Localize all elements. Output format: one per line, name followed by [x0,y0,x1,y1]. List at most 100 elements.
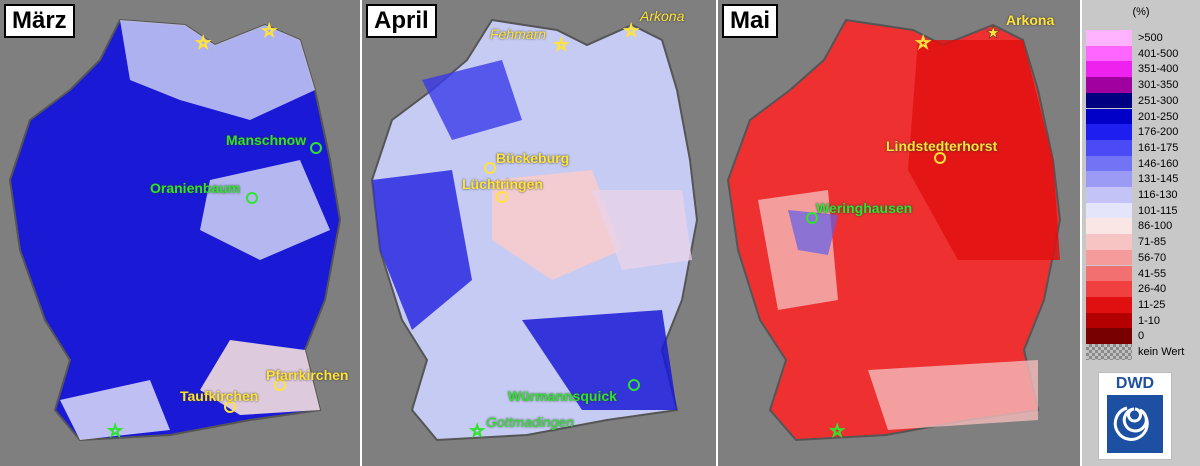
legend-class: 1-10 [1086,312,1198,329]
legend-class: kein Wert [1086,344,1198,360]
marker-oranienbaum [246,192,258,204]
marker-luechtringen [496,191,508,203]
legend-swatch [1086,344,1132,360]
map-panel-maerz: ☆ ☆ ☆ März Manschnow Oranienbaum Pfarrki… [0,0,362,466]
marker-taufkirchen [224,401,236,413]
legend-swatch [1086,312,1132,329]
legend-swatch [1086,265,1132,282]
legend-swatch [1086,328,1132,344]
star-marker: ☆ [830,423,844,440]
star-marker: ☆ [108,423,122,440]
label-fehmarn: Fehmarn [490,26,547,42]
star-marker: ☆ [554,37,568,54]
legend-class: 56-70 [1086,249,1198,266]
map-panel-mai: ☆ ★ ☆ Mai Arkona Lindstedterhorst Wering… [718,0,1082,466]
star-marker: ☆ [262,23,276,40]
legend-swatch [1086,108,1132,125]
legend-class: 0 [1086,328,1198,344]
legend-label: 56-70 [1138,251,1167,264]
legend-class: 131-145 [1086,171,1198,187]
label-manschnow: Manschnow [226,132,307,148]
legend-label: 116-130 [1138,189,1178,201]
star-marker: ☆ [916,35,930,52]
legend-label: 301-350 [1138,79,1179,92]
legend-class: 11-25 [1086,296,1198,313]
legend-class: 101-115 [1086,202,1198,219]
legend-label: 146-160 [1138,157,1179,170]
map-panel-april: ☆ ☆ ☆ April Fehmarn Arkona Bückeburg Lüc… [362,0,718,466]
legend-label: 1-10 [1138,314,1161,327]
map-april: ☆ ☆ ☆ [370,18,699,442]
legend-label: 176-200 [1138,126,1179,139]
legend-class: 41-55 [1086,265,1198,282]
legend-swatch [1086,296,1132,313]
label-taufkirchen: Taufkirchen [180,388,259,404]
legend-label: 401-500 [1138,47,1179,60]
panel-title: Mai [722,4,779,38]
label-pfarrkirchen: Pfarrkirchen [266,367,349,383]
legend-class: 161-175 [1086,139,1198,156]
marker-pfarrkirchen [274,379,286,391]
legend-swatch [1086,155,1132,172]
marker-bueckeburg [484,162,496,174]
star-marker: ☆ [470,423,484,440]
legend-swatch [1086,187,1132,203]
legend-swatch [1086,61,1132,78]
legend-label: 101-115 [1138,204,1178,217]
legend-label: >500 [1138,32,1163,44]
legend-swatch [1086,124,1132,140]
dwd-logo: DWD [1098,372,1172,460]
legend-label: 11-25 [1138,298,1166,311]
legend-unit: (%) [1132,6,1150,18]
star-marker: ☆ [196,35,210,52]
legend-label: 41-55 [1138,267,1167,280]
marker-manschnow [310,142,322,154]
legend-class: 201-250 [1086,108,1198,125]
legend-label: 201-250 [1138,110,1179,123]
legend-class: 251-300 [1086,92,1198,109]
legend-label: 161-175 [1138,141,1179,154]
legend-class: 176-200 [1086,124,1198,140]
germany-outline [8,18,342,442]
star-marker: ★ [986,25,1000,42]
legend-swatch [1086,77,1132,93]
legend-label: 86-100 [1138,220,1173,233]
legend-label: 131-145 [1138,173,1179,186]
legend-label: 26-40 [1138,283,1167,296]
legend-swatch [1086,218,1132,235]
legend-swatch [1086,171,1132,187]
legend-label: 251-300 [1138,94,1179,107]
legend-class: 301-350 [1086,77,1198,93]
panel-title: März [4,4,75,38]
marker-weringhausen [806,212,818,224]
map-maerz: ☆ ☆ ☆ [8,18,342,442]
marker-lindstedterhorst [934,152,946,164]
legend-label: 0 [1138,330,1145,343]
label-wuermannsquick: Würmannsquick [508,388,617,404]
label-luechtringen: Lüchtringen [462,176,543,192]
label-arkona: Arkona [640,8,685,24]
label-lindstedterhorst: Lindstedterhorst [886,138,998,154]
label-weringhausen: Weringhausen [816,200,913,216]
logo-text: DWD [1115,375,1155,392]
label-arkona: Arkona [1006,12,1055,28]
legend-class: 351-400 [1086,61,1198,78]
legend-swatch [1086,139,1132,156]
star-marker: ☆ [624,23,638,40]
legend-class: 146-160 [1086,155,1198,172]
panel-title: April [366,4,437,38]
map-mai: ☆ ★ ☆ [726,18,1062,442]
legend-class: 401-500 [1086,45,1198,62]
legend-swatch [1086,92,1132,109]
legend-swatch [1086,30,1132,46]
legend-label: 351-400 [1138,63,1179,76]
legend-class: 71-85 [1086,234,1198,250]
legend-class: 86-100 [1086,218,1198,235]
legend-swatch [1086,45,1132,62]
marker-wuermannsquick [628,379,640,391]
legend-swatch [1086,234,1132,250]
legend-swatch [1086,202,1132,219]
legend-class: 116-130 [1086,187,1198,203]
color-legend: (%) >500 401-500 351-400 301-350 251-300 201-… [1082,0,1200,466]
legend-class: 26-40 [1086,281,1198,297]
